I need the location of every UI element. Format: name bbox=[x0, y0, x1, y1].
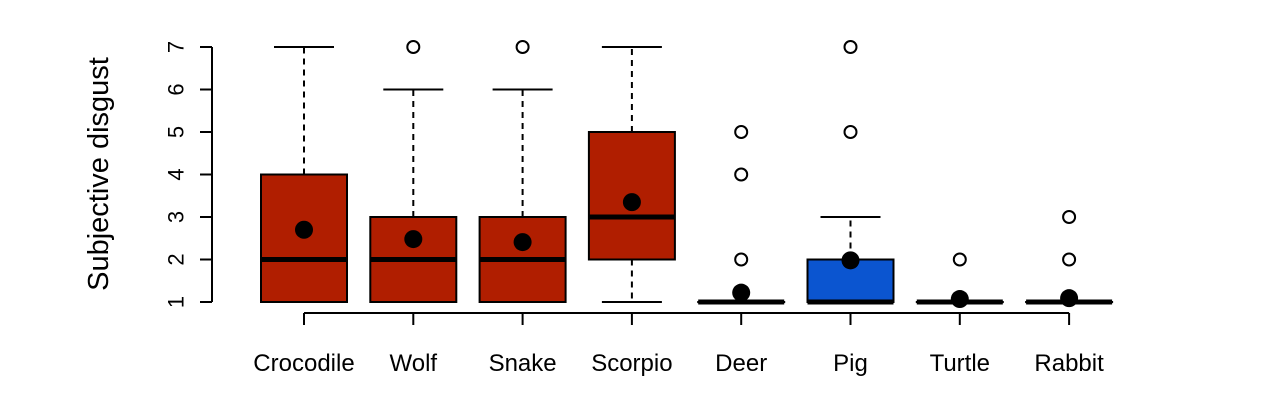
mean-point bbox=[404, 230, 423, 249]
x-tick-label: Deer bbox=[715, 350, 767, 377]
outlier-point bbox=[406, 40, 421, 54]
y-axis-label: Subjective disgust bbox=[83, 57, 115, 291]
y-tick-label: 6 bbox=[164, 83, 189, 95]
x-tick-label: Rabbit bbox=[1034, 350, 1104, 377]
y-tick-label: 1 bbox=[164, 296, 189, 308]
y-axis: 1 2 3 4 5 6 7 bbox=[164, 41, 213, 308]
outlier-point bbox=[734, 125, 749, 139]
x-tick-label: Crocodile bbox=[253, 350, 354, 377]
mean-point bbox=[1060, 289, 1079, 308]
box-crocodile bbox=[260, 46, 348, 303]
outlier-point bbox=[843, 125, 858, 139]
box-wolf bbox=[369, 40, 458, 303]
box-scorpio bbox=[587, 46, 676, 303]
x-tick-label: Pig bbox=[833, 350, 868, 377]
x-tick-label: Snake bbox=[489, 350, 557, 377]
box-turtle bbox=[915, 252, 1004, 309]
mean-point bbox=[295, 220, 313, 239]
mean-point bbox=[950, 290, 969, 309]
y-tick-label: 4 bbox=[164, 168, 189, 180]
mean-point bbox=[841, 251, 860, 270]
box-rabbit bbox=[1025, 210, 1114, 308]
x-tick-label: Scorpio bbox=[591, 350, 672, 377]
box-snake bbox=[478, 40, 567, 303]
y-tick-label: 7 bbox=[164, 41, 189, 53]
box-pig bbox=[806, 40, 895, 305]
y-tick-label: 5 bbox=[164, 126, 189, 138]
boxes-layer bbox=[260, 40, 1114, 309]
box-deer bbox=[697, 125, 786, 305]
x-tick-label: Wolf bbox=[390, 350, 438, 377]
outlier-point bbox=[515, 40, 530, 54]
outlier-point bbox=[734, 252, 749, 267]
x-axis: Crocodile Wolf Snake Scorpio Deer Pig Turtle Ra… bbox=[253, 312, 1104, 377]
outlier-point bbox=[1062, 252, 1077, 267]
outlier-point bbox=[734, 167, 749, 182]
mean-point bbox=[732, 283, 751, 302]
y-tick-label: 3 bbox=[164, 211, 189, 223]
x-tick-label: Turtle bbox=[930, 350, 990, 377]
mean-point bbox=[622, 193, 641, 212]
mean-point bbox=[513, 233, 532, 252]
outlier-point bbox=[952, 252, 967, 267]
outlier-point bbox=[1062, 210, 1077, 224]
outlier-point bbox=[843, 40, 858, 54]
y-tick-label: 2 bbox=[164, 253, 189, 265]
